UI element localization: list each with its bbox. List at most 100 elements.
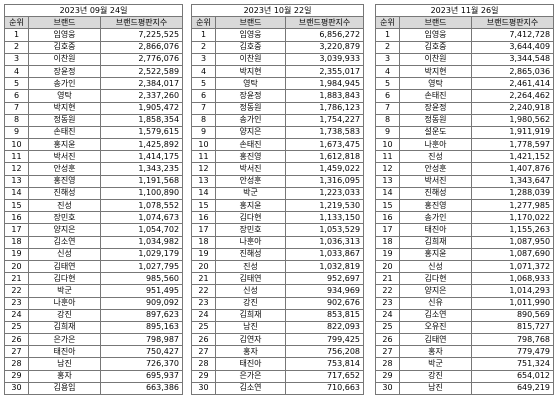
rank-cell: 16 xyxy=(375,211,400,225)
rank-cell: 1 xyxy=(191,28,216,42)
table-row: 8 정동원 1,858,354 xyxy=(4,113,184,127)
brand-cell: 은가은 xyxy=(215,369,286,383)
table-row: 4 장윤정 2,522,589 xyxy=(4,64,184,79)
score-cell: 1,078,552 xyxy=(99,198,184,213)
table-row: 16 장민호 1,074,673 xyxy=(4,211,184,225)
brand-cell: 오유진 xyxy=(399,320,472,335)
brand-cell: 정동원 xyxy=(215,101,286,115)
brand-cell: 안성훈 xyxy=(28,162,101,176)
brand-cell: 신성 xyxy=(399,259,472,274)
score-cell: 7,412,728 xyxy=(470,28,555,42)
score-cell: 1,343,647 xyxy=(470,174,555,188)
table-date: 2023년 10월 22일 xyxy=(190,3,365,18)
brand-cell: 장윤정 xyxy=(28,64,101,79)
table-row: 19 진해성 1,033,867 xyxy=(191,247,365,261)
table-row: 26 김태연 798,768 xyxy=(375,333,555,347)
score-cell: 1,223,033 xyxy=(284,186,365,201)
brand-cell: 홍진영 xyxy=(28,174,101,188)
brand-cell: 김소연 xyxy=(399,308,472,322)
table-row: 27 홍자 779,479 xyxy=(375,345,555,359)
brand-cell: 강진 xyxy=(399,369,472,383)
brand-cell: 홍진영 xyxy=(399,198,472,213)
score-cell: 751,324 xyxy=(470,357,555,371)
brand-cell: 송가인 xyxy=(399,211,472,225)
rank-cell: 14 xyxy=(4,186,29,201)
score-cell: 1,754,227 xyxy=(284,113,365,127)
brand-cell: 송가인 xyxy=(28,77,101,91)
score-cell: 1,133,150 xyxy=(284,211,365,225)
rank-cell: 12 xyxy=(4,162,29,176)
rank-cell: 13 xyxy=(4,174,29,188)
header-row: 순위 브랜드 브랜드평판지수 xyxy=(4,16,184,30)
brand-cell: 태진아 xyxy=(399,223,472,237)
score-cell: 7,225,525 xyxy=(99,28,184,42)
table-date: 2023년 11월 26일 xyxy=(374,3,555,18)
rank-cell: 6 xyxy=(191,89,216,103)
table-row: 2 김호중 3,644,409 xyxy=(375,40,555,54)
brand-cell: 태진아 xyxy=(28,345,101,359)
score-cell: 3,039,933 xyxy=(284,52,365,66)
rank-cell: 14 xyxy=(375,186,400,201)
score-cell: 779,479 xyxy=(470,345,555,359)
brand-cell: 김희재 xyxy=(215,308,286,322)
brand-cell: 박지현 xyxy=(399,64,472,79)
brand-cell: 임영웅 xyxy=(28,28,101,42)
rank-cell: 29 xyxy=(191,369,216,383)
column-header: 브랜드평판지수 xyxy=(99,16,184,30)
brand-cell: 손태진 xyxy=(215,138,286,152)
table-row: 8 송가인 1,754,227 xyxy=(191,113,365,127)
column-header: 브랜드 xyxy=(28,16,101,30)
rank-cell: 10 xyxy=(4,138,29,152)
table-row: 11 진성 1,421,152 xyxy=(375,150,555,164)
rank-cell: 19 xyxy=(191,247,216,261)
brand-cell: 신유 xyxy=(399,296,472,310)
table-row: 25 남진 822,093 xyxy=(191,320,365,335)
score-cell: 909,092 xyxy=(99,296,184,310)
table-row: 24 강진 897,623 xyxy=(4,308,184,322)
score-cell: 2,776,076 xyxy=(99,52,184,66)
table-row: 29 강진 654,012 xyxy=(375,369,555,383)
rank-cell: 29 xyxy=(375,369,400,383)
brand-cell: 김다현 xyxy=(399,272,472,286)
rank-cell: 2 xyxy=(191,40,216,54)
rank-cell: 27 xyxy=(4,345,29,359)
rank-cell: 22 xyxy=(375,284,400,298)
score-cell: 753,814 xyxy=(284,357,365,371)
table-row: 4 박지현 2,355,017 xyxy=(191,64,365,79)
table-row: 28 태진아 753,814 xyxy=(191,357,365,371)
score-cell: 1,414,175 xyxy=(99,150,184,164)
rank-cell: 19 xyxy=(4,247,29,261)
score-cell: 1,219,530 xyxy=(284,198,365,213)
score-cell: 1,425,892 xyxy=(99,138,184,152)
date-row: 2023년 10월 22일 xyxy=(190,3,365,18)
rank-cell: 7 xyxy=(375,101,400,115)
column-header: 브랜드 xyxy=(215,16,286,30)
table-row: 6 영탁 2,337,260 xyxy=(4,89,184,103)
rank-cell: 23 xyxy=(191,296,216,310)
brand-cell: 김태연 xyxy=(215,272,286,286)
date-row: 2023년 11월 26일 xyxy=(374,3,555,18)
rank-cell: 11 xyxy=(191,150,216,164)
ranking-table: 2023년 10월 22일 순위 브랜드 브랜드평판지수 1 임영웅 6,856,272 2 김… xyxy=(190,3,365,396)
score-cell: 649,219 xyxy=(470,381,555,396)
table-row: 6 장윤정 1,883,843 xyxy=(191,89,365,103)
brand-cell: 영탁 xyxy=(399,77,472,91)
brand-cell: 장윤정 xyxy=(215,89,286,103)
brand-cell: 임영웅 xyxy=(399,28,472,42)
brand-cell: 나훈아 xyxy=(215,235,286,249)
rank-cell: 25 xyxy=(375,320,400,335)
table-row: 5 영탁 2,461,414 xyxy=(375,77,555,91)
score-cell: 1,087,950 xyxy=(470,235,555,249)
table-row: 19 홍지윤 1,087,690 xyxy=(375,247,555,261)
date-row: 2023년 09월 24일 xyxy=(3,3,184,18)
brand-cell: 박지현 xyxy=(28,101,101,115)
brand-cell: 김호중 xyxy=(399,40,472,54)
brand-cell: 김소연 xyxy=(28,235,101,249)
table-row: 12 안성훈 1,407,876 xyxy=(375,162,555,176)
rank-cell: 21 xyxy=(4,272,29,286)
brand-cell: 신성 xyxy=(215,284,286,298)
rank-cell: 13 xyxy=(191,174,216,188)
table-row: 18 나훈아 1,036,313 xyxy=(191,235,365,249)
table-row: 28 남진 726,370 xyxy=(4,357,184,371)
rank-cell: 27 xyxy=(191,345,216,359)
